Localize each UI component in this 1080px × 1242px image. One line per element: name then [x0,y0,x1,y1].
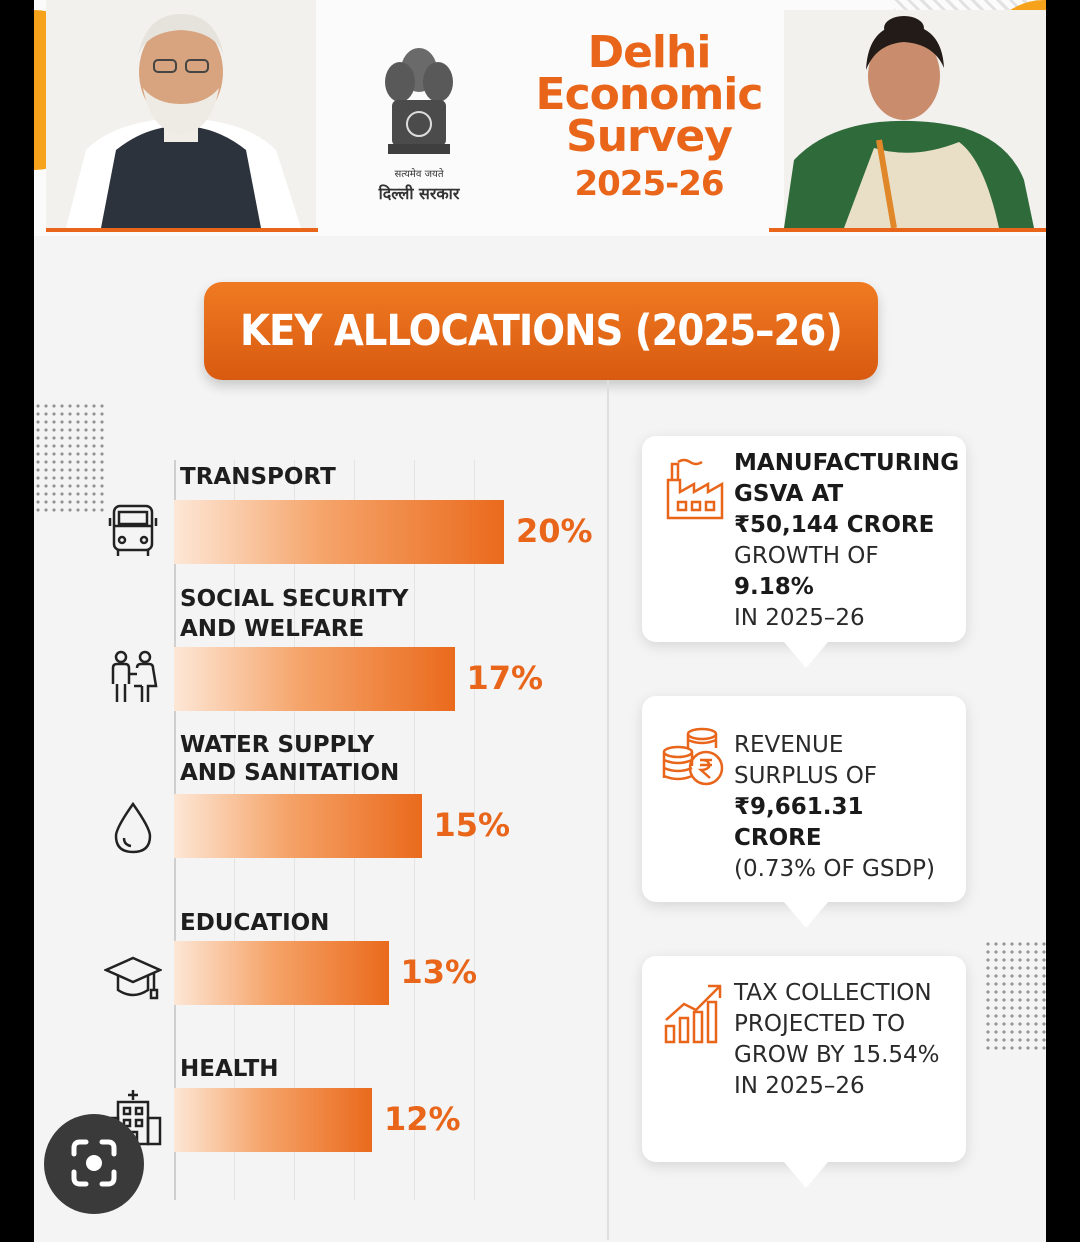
decor-dots-left [34,402,104,512]
bar [174,794,422,858]
growth-chart-icon [662,980,728,1046]
emblem-caption: दिल्ली सरकार [378,184,460,203]
revenue-card-text: REVENUE SURPLUS OF ₹9,661.31 CRORE (0.73% O… [734,730,956,885]
bar-label: HEALTH [180,1056,279,1082]
manufacturing-card: MANUFACTURING GSVA AT ₹50,144 CRORE GROWTH … [642,436,966,668]
card-line: GROWTH OF [734,543,879,569]
tax-card: TAX COLLECTION PROJECTED TO GROW BY 15.54%… [642,956,966,1188]
bar-label: EDUCATION [180,910,330,936]
bar-value-label: 17% [466,659,544,697]
graduation-cap-icon [102,948,164,1006]
card-line: SURPLUS OF [734,763,878,789]
card-line: IN 2025–26 [734,605,865,631]
leader-photo-left [46,0,316,228]
bar-value-label: 13% [400,953,478,991]
card-line: TAX COLLECTION [734,980,932,1006]
card-line: (0.73% OF GSDP) [734,856,935,882]
factory-icon [662,456,728,522]
card-line: 9.18% [734,574,814,600]
people-icon [104,648,162,706]
coins-rupee-icon [662,726,728,792]
card-line: GROW BY 15.54% [734,1042,940,1068]
card-line: ₹50,144 CRORE [734,512,935,538]
title-line-2: Economic [535,69,764,120]
bar [174,647,455,711]
lens-icon [71,1139,117,1187]
manufacturing-card-text: MANUFACTURING GSVA AT ₹50,144 CRORE GROWTH … [734,448,960,634]
bar [174,941,389,1005]
header-underline-left [46,228,318,232]
center-divider [607,380,609,1240]
title-year: 2025-26 [574,164,724,204]
poster: सत्यमेव जयते दिल्ली सरकार Delhi Economic… [34,0,1046,1242]
water-drop-icon [104,798,162,856]
header: सत्यमेव जयते दिल्ली सरकार Delhi Economic… [34,0,1046,236]
bar-label: TRANSPORT [180,464,336,490]
bar-label: AND WELFARE [180,616,365,642]
lion-capital-icon [385,48,453,154]
title-line-3: Survey [566,111,733,162]
card-line: PROJECTED TO [734,1011,906,1037]
card-pointer [784,642,828,668]
leader-photo-right [784,10,1046,228]
title-line-1: Delhi [587,27,712,78]
decor-dots-right [984,940,1046,1050]
bar-value-label: 20% [516,512,593,550]
card-line: GSVA AT [734,481,844,507]
bar-label: AND SANITATION [180,760,400,786]
card-line: ₹9,661.31 CRORE [734,794,864,851]
bar-label: WATER SUPPLY [180,732,375,758]
key-allocations-banner: KEY ALLOCATIONS (2025–26) [204,282,878,380]
tax-card-text: TAX COLLECTION PROJECTED TO GROW BY 15.54%… [734,978,956,1102]
bar [174,1088,372,1152]
card-line: IN 2025–26 [734,1073,865,1099]
lens-search-button[interactable] [44,1114,144,1214]
revenue-card: REVENUE SURPLUS OF ₹9,661.31 CRORE (0.73% O… [642,696,966,928]
state-emblem: सत्यमेव जयते दिल्ली सरकार [374,40,464,210]
bar-value-label: 12% [384,1100,461,1138]
gridline [474,460,475,1200]
bar-label: SOCIAL SECURITY [180,586,409,612]
card-line: REVENUE [734,732,844,758]
bus-icon [104,502,162,560]
emblem-motto: सत्यमेव जयते [394,169,444,180]
card-line: MANUFACTURING [734,450,960,476]
header-underline-right [769,228,1046,232]
bar-value-label: 15% [433,806,511,844]
allocations-bar-chart: TRANSPORT 20% SOCIAL SECURITY AND WELFARE 17… [34,440,609,1220]
bar [174,500,504,564]
card-pointer [784,1162,828,1188]
card-pointer [784,902,828,928]
